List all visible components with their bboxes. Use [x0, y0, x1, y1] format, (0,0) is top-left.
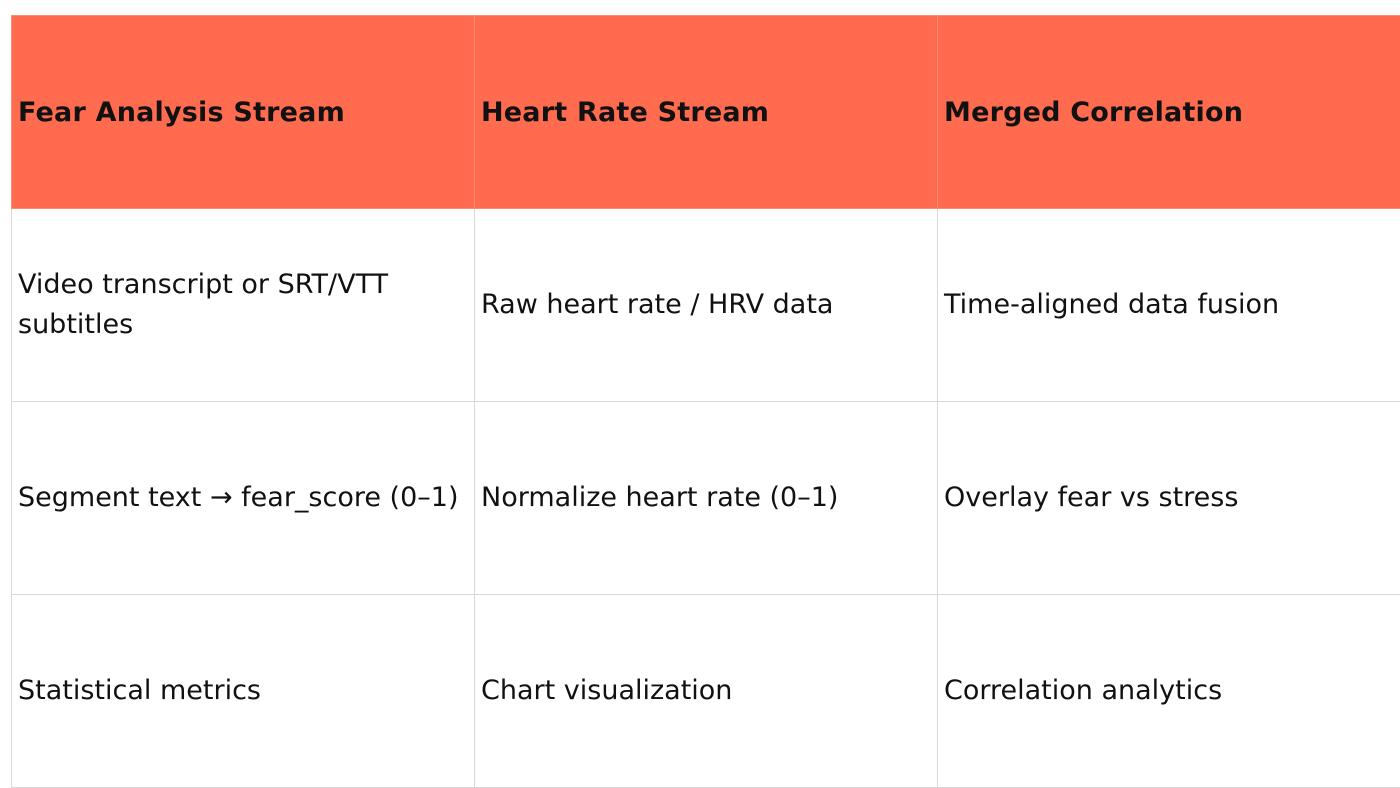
header-merged-correlation: Merged Correlation — [937, 15, 1400, 209]
table-cell: Segment text → fear_score (0–1) — [11, 401, 475, 595]
table-cell: Chart visualization — [474, 594, 938, 788]
header-heart-rate-stream: Heart Rate Stream — [474, 15, 938, 209]
table-row: Video transcript or SRT/VTT subtitles Ra… — [11, 208, 1400, 402]
header-fear-analysis-stream: Fear Analysis Stream — [11, 15, 475, 209]
table-cell: Normalize heart rate (0–1) — [474, 401, 938, 595]
table-cell: Time-aligned data fusion — [937, 208, 1400, 402]
table-row: Statistical metrics Chart visualization … — [11, 594, 1400, 788]
table-cell: Overlay fear vs stress — [937, 401, 1400, 595]
table-cell: Statistical metrics — [11, 594, 475, 788]
table-cell: Correlation analytics — [937, 594, 1400, 788]
table-cell: Video transcript or SRT/VTT subtitles — [11, 208, 475, 402]
table-cell: Raw heart rate / HRV data — [474, 208, 938, 402]
table-row: Segment text → fear_score (0–1) Normaliz… — [11, 401, 1400, 595]
table-header: Fear Analysis Stream Heart Rate Stream M… — [11, 15, 1400, 209]
table-body: Video transcript or SRT/VTT subtitles Ra… — [11, 208, 1400, 788]
header-row: Fear Analysis Stream Heart Rate Stream M… — [11, 15, 1400, 209]
comparison-table: Fear Analysis Stream Heart Rate Stream M… — [11, 15, 1400, 788]
